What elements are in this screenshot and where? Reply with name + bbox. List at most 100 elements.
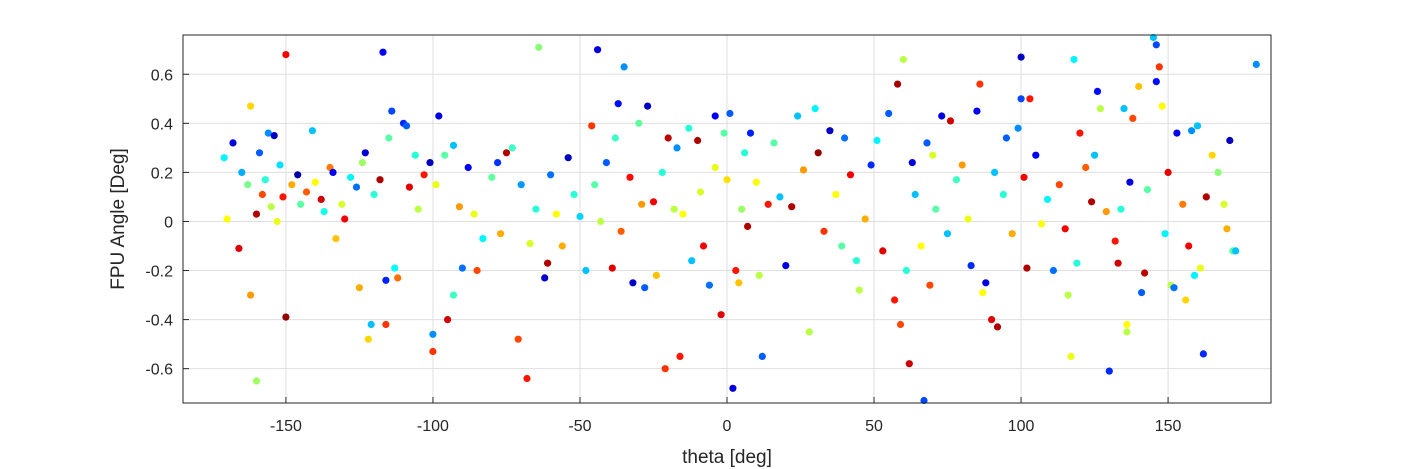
data-point [267, 203, 275, 211]
data-point [1043, 195, 1052, 203]
data-point [1067, 352, 1075, 360]
data-point [805, 328, 813, 336]
data-point [758, 352, 766, 360]
data-point [288, 181, 296, 189]
data-point [670, 205, 678, 213]
data-point [1055, 181, 1063, 189]
data-point [1226, 136, 1234, 145]
data-point [952, 176, 961, 184]
data-point [594, 46, 602, 54]
data-point [582, 266, 590, 275]
data-point [358, 159, 366, 167]
data-point [694, 136, 702, 145]
x-tick-label: -100 [417, 418, 449, 435]
data-point [649, 198, 658, 206]
y-tick-label: -0.6 [145, 362, 173, 379]
data-point [526, 239, 534, 248]
data-point [696, 188, 705, 196]
data-point [1070, 55, 1078, 64]
data-point [235, 244, 243, 252]
data-point [676, 352, 684, 360]
data-point [426, 159, 434, 167]
data-point [1232, 247, 1240, 255]
data-point [297, 200, 305, 208]
data-point [705, 281, 714, 289]
data-point [282, 51, 290, 59]
data-point [1223, 225, 1231, 233]
data-point [1188, 127, 1196, 135]
data-point [1196, 264, 1204, 272]
data-point [973, 107, 981, 115]
data-point [1111, 237, 1119, 245]
y-tick-label: -0.2 [145, 264, 173, 281]
data-point [273, 217, 281, 226]
data-point [717, 311, 725, 319]
data-point [514, 335, 522, 343]
data-point [405, 183, 413, 191]
data-point [905, 360, 913, 368]
data-point [432, 181, 440, 189]
data-point [1064, 291, 1072, 299]
data-point [852, 257, 861, 265]
data-point [811, 105, 819, 113]
data-point [867, 161, 875, 169]
data-point [976, 80, 984, 88]
data-point [729, 384, 737, 392]
data-point [1102, 208, 1110, 216]
data-point [1017, 53, 1025, 61]
data-point [1161, 230, 1169, 238]
data-point [1120, 105, 1128, 113]
data-point [1049, 266, 1057, 275]
data-point [1164, 168, 1172, 176]
data-point [444, 316, 452, 324]
data-point [832, 190, 840, 199]
data-point [894, 80, 902, 88]
data-point [355, 284, 363, 292]
data-point [282, 313, 290, 321]
data-point [1014, 124, 1022, 132]
data-point [341, 215, 349, 223]
data-point [1193, 122, 1202, 130]
data-point [755, 271, 763, 279]
data-point [929, 151, 937, 159]
data-point [382, 320, 390, 329]
data-point [1091, 151, 1099, 159]
data-point [967, 262, 975, 270]
data-point [464, 163, 472, 172]
data-point [641, 284, 649, 292]
data-point [685, 124, 693, 132]
data-point [302, 188, 311, 196]
x-tick-label: -150 [270, 418, 302, 435]
data-point [999, 190, 1008, 199]
data-point [1123, 328, 1131, 336]
y-tick-label: 0 [164, 214, 173, 231]
data-point [617, 227, 625, 235]
data-point [826, 127, 834, 135]
data-point [644, 102, 652, 110]
data-point [732, 266, 740, 275]
data-point [891, 296, 899, 304]
data-point [726, 109, 734, 118]
data-point [614, 100, 622, 108]
data-point [688, 257, 696, 265]
data-point [576, 212, 584, 221]
data-point [508, 144, 516, 152]
y-tick-label: 0.4 [151, 116, 173, 133]
data-point [788, 203, 796, 211]
data-point [1032, 151, 1040, 159]
data-point [620, 63, 628, 71]
data-point [946, 117, 955, 125]
data-point [764, 200, 772, 208]
data-point [711, 112, 719, 120]
data-point [252, 377, 261, 385]
data-point [255, 149, 264, 157]
data-point [1117, 205, 1125, 213]
data-point [979, 289, 987, 297]
data-point [1082, 163, 1090, 172]
data-point [1038, 220, 1046, 228]
data-point [926, 281, 934, 289]
data-point [220, 154, 228, 162]
data-point [311, 178, 319, 186]
data-point [544, 259, 552, 267]
data-point [1179, 200, 1187, 208]
